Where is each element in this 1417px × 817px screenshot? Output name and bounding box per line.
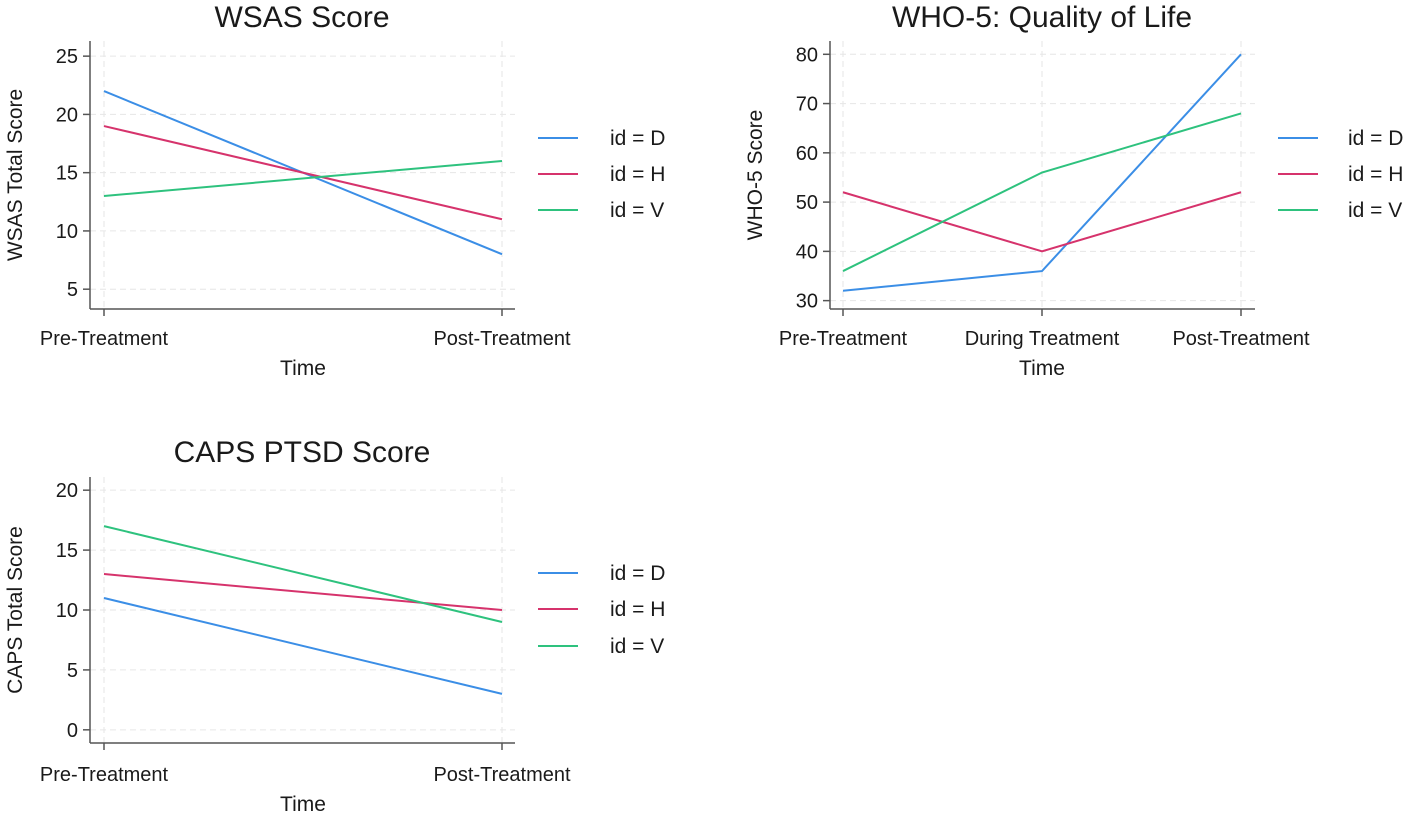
chart-who5: WHO-5: Quality of Life 30 40 50 60 70 80 Pre-Tr… bbox=[744, 1, 1403, 380]
legend-label-h: id = H bbox=[610, 163, 665, 186]
x-axis-label: Time bbox=[280, 357, 326, 380]
y-tick-label: 0 bbox=[67, 720, 78, 742]
y-tick-label: 80 bbox=[796, 44, 818, 66]
series-line-v bbox=[103, 525, 503, 623]
legend-label-v: id = V bbox=[610, 635, 664, 658]
series-line-h bbox=[842, 191, 1242, 253]
x-tick-label: Pre-Treatment bbox=[779, 328, 908, 350]
legend-label-h: id = H bbox=[1348, 163, 1403, 186]
y-tick-label: 60 bbox=[796, 143, 818, 165]
series-line-h bbox=[103, 125, 503, 221]
x-tick-label: Pre-Treatment bbox=[40, 764, 169, 786]
x-axis-label: Time bbox=[280, 793, 326, 816]
chart-caps: CAPS PTSD Score 0 5 10 15 20 Pre-Treatment Post… bbox=[4, 436, 665, 816]
y-tick-label: 10 bbox=[56, 221, 78, 243]
series-line-d bbox=[842, 53, 1242, 292]
y-axis-label: CAPS Total Score bbox=[4, 526, 27, 694]
y-tick-label: 50 bbox=[796, 192, 818, 214]
y-tick-label: 40 bbox=[796, 241, 818, 263]
legend-label-d: id = D bbox=[610, 127, 665, 150]
series-line-d bbox=[103, 597, 503, 695]
chart-title: CAPS PTSD Score bbox=[174, 436, 431, 469]
y-axis-label: WHO-5 Score bbox=[744, 110, 767, 241]
series-line-v bbox=[842, 112, 1242, 272]
y-axis-label: WSAS Total Score bbox=[4, 89, 27, 261]
x-tick-label: Post-Treatment bbox=[433, 328, 571, 350]
y-tick-label: 10 bbox=[56, 600, 78, 622]
y-tick-label: 5 bbox=[67, 660, 78, 682]
y-tick-label: 25 bbox=[56, 46, 78, 68]
x-tick-label: During Treatment bbox=[965, 328, 1120, 350]
y-tick-label: 30 bbox=[796, 291, 818, 313]
y-tick-label: 15 bbox=[56, 163, 78, 185]
legend-label-d: id = D bbox=[610, 562, 665, 585]
legend-label-h: id = H bbox=[610, 598, 665, 621]
y-tick-label: 70 bbox=[796, 94, 818, 116]
chart-title: WSAS Score bbox=[214, 1, 389, 34]
x-tick-label: Post-Treatment bbox=[433, 764, 571, 786]
x-tick-label: Pre-Treatment bbox=[40, 328, 169, 350]
chart-title: WHO-5: Quality of Life bbox=[892, 1, 1192, 34]
legend-label-v: id = V bbox=[1348, 199, 1402, 222]
legend-label-v: id = V bbox=[610, 199, 664, 222]
x-axis-label: Time bbox=[1019, 357, 1065, 380]
chart-wsas: WSAS Score 5 10 15 20 25 Pre-Treatment Post-Tre… bbox=[4, 1, 665, 380]
y-tick-label: 20 bbox=[56, 104, 78, 126]
series-line-v bbox=[103, 160, 503, 197]
y-tick-label: 5 bbox=[67, 279, 78, 301]
y-tick-label: 15 bbox=[56, 540, 78, 562]
series-line-h bbox=[103, 573, 503, 611]
y-tick-label: 20 bbox=[56, 480, 78, 502]
legend-label-d: id = D bbox=[1348, 127, 1403, 150]
x-tick-label: Post-Treatment bbox=[1172, 328, 1310, 350]
